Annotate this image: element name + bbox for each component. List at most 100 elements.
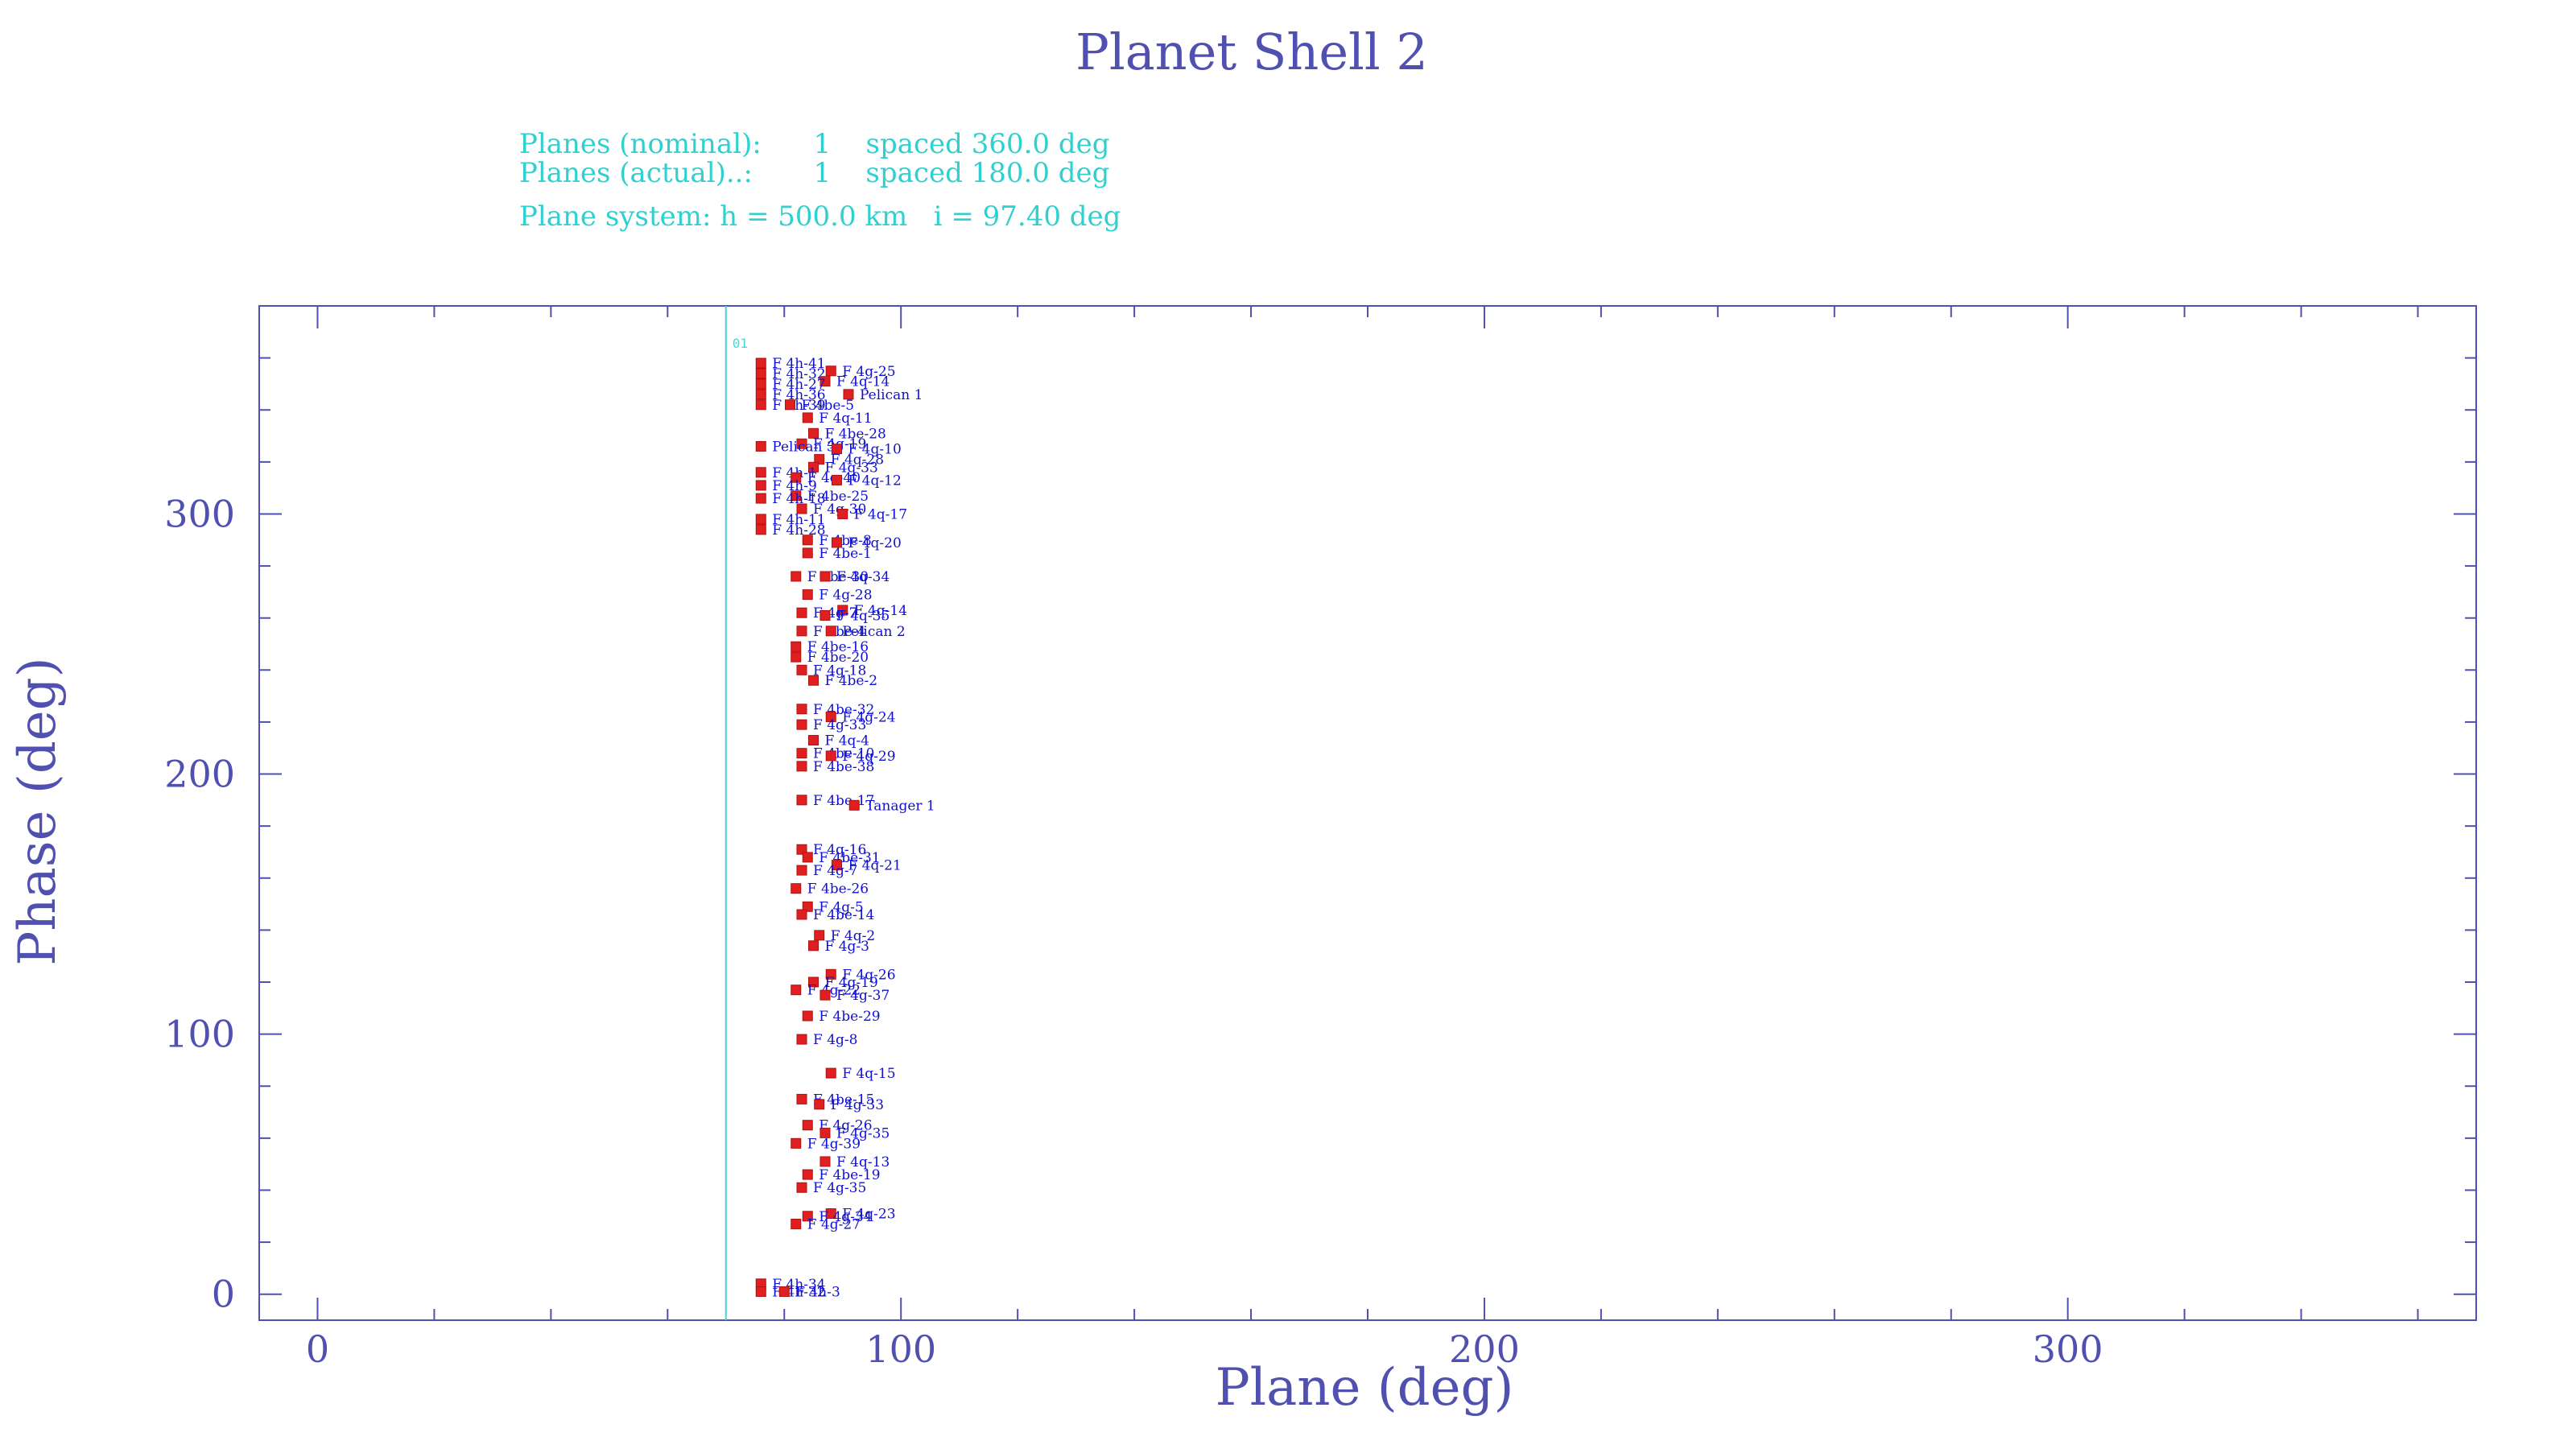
data-point xyxy=(819,989,831,1001)
data-point xyxy=(825,1208,836,1220)
data-point-label: Tanager 1 xyxy=(865,798,935,814)
data-point-label: F 4g-39 xyxy=(807,1136,861,1152)
data-point xyxy=(825,365,836,377)
data-point xyxy=(755,524,766,535)
data-point xyxy=(791,985,802,996)
data-point xyxy=(819,376,831,387)
data-point xyxy=(755,440,766,452)
data-point xyxy=(796,865,807,876)
axes: 0 100 200 300 0 100 200 300 01 xyxy=(164,305,2477,1371)
data-point-label: F 4g-35 xyxy=(813,1180,866,1196)
data-point-label: F 4h-41 xyxy=(772,356,825,372)
chart-title: Planet Shell 2 xyxy=(1075,23,1428,81)
data-point-label: F 4q-29 xyxy=(842,749,895,765)
data-point-label: F 4q-26 xyxy=(842,967,895,983)
y-axis-label: Phase (deg) xyxy=(8,657,68,965)
data-point-label: F 4be-14 xyxy=(813,907,874,923)
data-point xyxy=(831,537,842,548)
data-point xyxy=(755,378,766,390)
data-point xyxy=(796,607,807,618)
plot-frame xyxy=(258,305,2477,1321)
data-point-label: F 4g-24 xyxy=(842,709,895,725)
data-point xyxy=(814,454,825,465)
data-point-label: F 4g-33 xyxy=(831,1097,884,1113)
data-point xyxy=(755,399,766,411)
data-point-label: F 4g-27 xyxy=(807,1216,861,1232)
data-point-label: F 4be-15 xyxy=(813,1092,874,1108)
data-point xyxy=(837,605,848,616)
data-point-label: F 4g-26 xyxy=(819,1118,872,1134)
data-point-label: F 4q-34 xyxy=(836,569,890,585)
data-point xyxy=(796,1182,807,1193)
data-point xyxy=(791,571,802,582)
data-point xyxy=(755,368,766,379)
x-tick-label: 100 xyxy=(865,1327,936,1371)
data-point xyxy=(802,1169,813,1180)
data-point-label: F 4g-28 xyxy=(819,588,872,604)
data-point-label: F 4h-27 xyxy=(772,377,825,393)
data-point-label: F 4g-33 xyxy=(813,717,866,733)
info-line-actual: Planes (actual)..: 1 spaced 180.0 deg xyxy=(519,157,1109,189)
data-point-label: F 4g-25 xyxy=(842,364,895,380)
data-point xyxy=(814,1099,825,1110)
data-point-label: F 4be-25 xyxy=(807,489,869,505)
info-line-nominal: Planes (nominal): 1 spaced 360.0 deg xyxy=(519,128,1110,160)
data-point-label: F 4g-8 xyxy=(813,1032,857,1048)
data-point xyxy=(802,901,813,912)
data-point-label: F 4q-28 xyxy=(831,452,884,469)
data-point-label: F 4q-4 xyxy=(825,733,869,749)
data-point xyxy=(778,1286,790,1297)
data-point-label: F 4g-34 xyxy=(819,1209,872,1225)
data-point xyxy=(802,852,813,863)
data-point-label: F 4be-20 xyxy=(807,650,869,666)
y-tick-label: 200 xyxy=(164,753,235,796)
data-point-label: F 4g-37 xyxy=(836,988,890,1004)
data-point-label: Pelican 1 xyxy=(860,387,923,403)
y-tick-label: 100 xyxy=(164,1013,235,1056)
data-point xyxy=(796,748,807,759)
data-point xyxy=(802,1120,813,1131)
data-point-label: F 4q-2 xyxy=(831,928,875,944)
data-point xyxy=(808,735,819,746)
data-point-label: F 4q-23 xyxy=(842,1207,895,1223)
data-point-label: F 4q-13 xyxy=(836,1154,890,1170)
data-point xyxy=(831,860,842,871)
data-point xyxy=(831,444,842,455)
data-point xyxy=(796,704,807,715)
data-point-label: F 4g-19 xyxy=(825,975,878,991)
data-point-label: F 4q-14 xyxy=(836,374,890,390)
data-point-label: F 4g-35 xyxy=(836,1125,890,1141)
data-point xyxy=(791,651,802,663)
data-point xyxy=(796,909,807,920)
data-point-label: F 4be-19 xyxy=(819,1167,880,1183)
data-point xyxy=(808,940,819,952)
data-point-label: F 4h-32 xyxy=(772,366,825,382)
data-point xyxy=(796,1093,807,1104)
data-point xyxy=(755,357,766,369)
data-point xyxy=(808,976,819,988)
data-point xyxy=(796,503,807,514)
data-point xyxy=(796,664,807,675)
data-point-label: F 4be-26 xyxy=(807,881,869,898)
data-point-label: F 4be-38 xyxy=(813,759,874,775)
data-point xyxy=(796,844,807,855)
data-point xyxy=(819,609,831,621)
data-point xyxy=(802,589,813,601)
data-point-label: F 4q-12 xyxy=(848,473,901,489)
data-point-label: F 4be-1 xyxy=(819,546,872,562)
data-point xyxy=(819,571,831,582)
data-point xyxy=(814,930,825,941)
data-point-label: Pelican 2 xyxy=(842,624,905,640)
data-point-label: F 4h-3 xyxy=(795,1284,840,1300)
data-point-label: F 4q-15 xyxy=(842,1066,895,1082)
data-point xyxy=(791,472,802,483)
data-point-label: F 4h-9 xyxy=(772,478,817,494)
data-point xyxy=(808,461,819,473)
data-point xyxy=(791,883,802,894)
data-point xyxy=(802,535,813,546)
x-axis-label: Plane (deg) xyxy=(1216,1358,1514,1418)
data-point-label: F 4be-5 xyxy=(802,398,855,414)
data-point xyxy=(802,547,813,559)
data-point-label: F 4q-14 xyxy=(854,603,907,619)
data-point xyxy=(791,1218,802,1229)
